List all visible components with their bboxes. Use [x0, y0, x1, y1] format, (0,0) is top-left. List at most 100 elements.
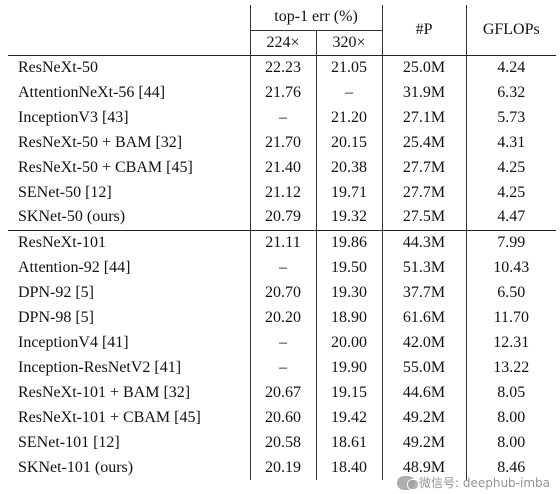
gflops-cell: 7.99 — [465, 229, 557, 255]
model-cell: ResNeXt-50 + BAM [32] — [18, 133, 183, 151]
err-320-cell: 18.61 — [315, 430, 383, 455]
params-cell: 27.7M — [381, 155, 467, 180]
table-row: SKNet-50 (ours) 20.79 19.32 27.5M 4.47 — [8, 205, 557, 230]
params-cell: 49.2M — [381, 405, 467, 430]
model-cell: SKNet-101 (ours) — [18, 458, 134, 476]
err-320-cell: 19.90 — [315, 355, 383, 380]
model-cell: AttentionNeXt-56 [44] — [18, 83, 166, 101]
gflops-cell: 4.47 — [465, 205, 557, 230]
table-row: ResNeXt-50 + BAM [32] 21.70 20.15 25.4M 4.31 — [8, 130, 557, 155]
table-row: ResNeXt-50 + CBAM [45] 21.40 20.38 27.7M 4.2… — [8, 155, 557, 180]
err-320-cell: 18.40 — [315, 455, 383, 480]
header-gflops: GFLOPs — [465, 5, 557, 55]
err-320-cell: 19.50 — [315, 255, 383, 280]
header-params: #P — [381, 5, 467, 55]
err-224-cell: 21.40 — [249, 155, 316, 180]
err-224-cell: 21.12 — [249, 180, 316, 205]
err-320-cell: 21.20 — [315, 105, 383, 130]
header-320: 320× — [315, 29, 383, 55]
table-row: ResNeXt-101 21.11 19.86 44.3M 7.99 — [8, 229, 557, 255]
gflops-cell: 6.50 — [465, 280, 557, 305]
wechat-icon — [396, 475, 419, 490]
gflops-cell: 11.70 — [465, 305, 557, 330]
model-cell: InceptionV4 [41] — [18, 333, 129, 351]
err-320-cell: 21.05 — [315, 54, 383, 80]
model-cell: DPN-92 [5] — [18, 283, 94, 301]
header-model-cell — [8, 5, 250, 55]
model-cell: ResNeXt-50 — [8, 54, 250, 80]
gflops-cell: 8.00 — [465, 405, 557, 430]
gflops-cell: 8.05 — [465, 380, 557, 405]
params-cell: 44.6M — [381, 380, 467, 405]
err-224-cell: 21.11 — [249, 229, 316, 255]
gflops-cell: 10.43 — [465, 255, 557, 280]
err-224-cell: 21.76 — [249, 80, 316, 105]
model-cell: ResNeXt-50 + CBAM [45] — [18, 158, 193, 176]
table-row: Attention-92 [44] –19.50 51.3M 10.43 — [8, 255, 557, 280]
params-cell: 25.4M — [381, 130, 467, 155]
err-320-cell: 19.71 — [315, 180, 383, 205]
gflops-cell: 4.24 — [465, 54, 557, 80]
watermark: 微信号: deephub-imba — [396, 474, 550, 491]
model-cell: ResNeXt-101 + CBAM [45] — [18, 408, 201, 426]
table-body: ResNeXt-50 22.23 21.05 25.0M 4.24 AttentionNe… — [8, 54, 557, 480]
err-224-cell: 21.70 — [249, 130, 316, 155]
err-224-cell: 20.60 — [249, 405, 316, 430]
gflops-cell: 12.31 — [465, 330, 557, 355]
err-224-cell: 20.67 — [249, 380, 316, 405]
params-cell: 25.0M — [381, 54, 467, 80]
header-top1-err: top-1 err (%) — [249, 5, 383, 30]
table-row: SENet-101 [12] 20.58 18.61 49.2M 8.00 — [8, 430, 557, 455]
err-320-cell: 19.32 — [315, 205, 383, 230]
params-cell: 31.9M — [381, 80, 467, 105]
table-row: InceptionV3 [43] –21.20 27.1M 5.73 — [8, 105, 557, 130]
err-224-cell: 22.23 — [249, 54, 316, 80]
params-cell: 49.2M — [381, 430, 467, 455]
err-320-cell: 19.30 — [315, 280, 383, 305]
model-cell: SENet-101 [12] — [18, 433, 120, 451]
params-cell: 27.1M — [381, 105, 467, 130]
params-cell: 48.9M — [381, 455, 467, 480]
err-224-cell: – — [249, 255, 316, 280]
model-cell: SENet-50 [12] — [18, 183, 112, 201]
params-cell: 27.5M — [381, 205, 467, 230]
model-cell: ResNeXt-101 — [8, 229, 250, 255]
err-224-cell: – — [249, 355, 316, 380]
gflops-cell: 4.25 — [465, 155, 557, 180]
gflops-cell: 6.32 — [465, 80, 557, 105]
params-cell: 27.7M — [381, 180, 467, 205]
table-row: InceptionV4 [41] –20.00 42.0M 12.31 — [8, 330, 557, 355]
params-cell: 37.7M — [381, 280, 467, 305]
gflops-cell: 8.00 — [465, 430, 557, 455]
err-320-cell: 20.00 — [315, 330, 383, 355]
table-row: AttentionNeXt-56 [44] 21.76–31.9M 6.32 — [8, 80, 557, 105]
model-cell: InceptionV3 [43] — [18, 108, 129, 126]
err-224-cell: 20.70 — [249, 280, 316, 305]
gflops-cell: 5.73 — [465, 105, 557, 130]
table-row: SENet-50 [12] 21.12 19.71 27.7M 4.25 — [8, 180, 557, 205]
err-320-cell: 19.86 — [315, 229, 383, 255]
params-cell: 51.3M — [381, 255, 467, 280]
err-320-cell: – — [315, 80, 383, 105]
params-cell: 55.0M — [381, 355, 467, 380]
model-cell: Inception-ResNetV2 [41] — [18, 358, 182, 376]
table-row: Inception-ResNetV2 [41] –19.90 55.0M 13.22 — [8, 355, 557, 380]
err-320-cell: 20.38 — [315, 155, 383, 180]
model-cell: ResNeXt-101 + BAM [32] — [18, 383, 191, 401]
err-320-cell: 19.42 — [315, 405, 383, 430]
gflops-cell: 4.31 — [465, 130, 557, 155]
results-table: top-1 err (%) #P GFLOPs 224× 320× ResNeX… — [8, 5, 557, 480]
gflops-cell: 13.22 — [465, 355, 557, 380]
gflops-cell: 8.46 — [465, 455, 557, 480]
err-224-cell: 20.20 — [249, 305, 316, 330]
model-cell: DPN-98 [5] — [18, 308, 94, 326]
err-320-cell: 19.15 — [315, 380, 383, 405]
params-cell: 44.3M — [381, 229, 467, 255]
watermark-text: 微信号: deephub-imba — [418, 476, 550, 490]
table-row: ResNeXt-101 + CBAM [45] 20.60 19.42 49.2M 8.… — [8, 405, 557, 430]
table-header: top-1 err (%) #P GFLOPs 224× 320× — [8, 5, 557, 55]
err-320-cell: 20.15 — [315, 130, 383, 155]
header-224: 224× — [249, 29, 316, 55]
err-224-cell: – — [249, 105, 316, 130]
params-cell: 42.0M — [381, 330, 467, 355]
